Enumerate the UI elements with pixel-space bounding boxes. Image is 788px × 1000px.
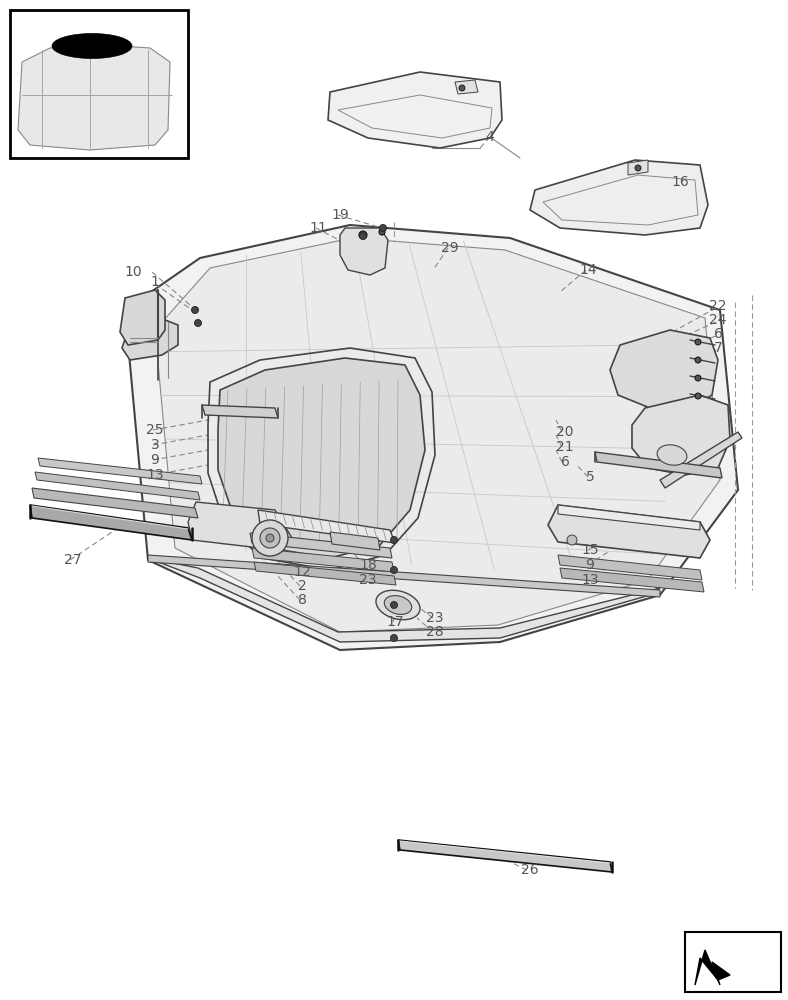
Polygon shape [632,395,730,475]
Circle shape [359,231,367,239]
Polygon shape [252,548,394,572]
Polygon shape [30,505,192,540]
Bar [685,932,781,992]
Polygon shape [148,555,660,597]
Text: 13: 13 [147,468,164,482]
Circle shape [266,534,274,542]
Ellipse shape [52,33,132,58]
Text: 16: 16 [671,175,689,189]
Circle shape [391,635,397,642]
Circle shape [359,232,366,239]
Polygon shape [595,452,722,478]
Circle shape [252,520,288,556]
Polygon shape [455,80,478,94]
Polygon shape [202,405,278,418]
Circle shape [391,566,397,574]
Polygon shape [558,505,700,530]
Polygon shape [328,72,502,148]
Circle shape [695,339,701,345]
Polygon shape [398,840,612,872]
Polygon shape [155,238,720,632]
Bar [10,10,188,158]
Text: 23: 23 [359,573,377,587]
Polygon shape [125,225,738,650]
Polygon shape [32,488,198,518]
Text: 18: 18 [359,558,377,572]
Circle shape [391,601,397,608]
Text: 11: 11 [309,221,327,235]
Text: 24: 24 [709,313,727,327]
Text: 6: 6 [560,455,570,469]
Polygon shape [188,502,292,552]
Text: 26: 26 [521,863,539,877]
Text: 10: 10 [125,265,142,279]
Text: 22: 22 [709,299,727,313]
Circle shape [195,320,202,326]
Text: 20: 20 [556,425,574,439]
Polygon shape [558,555,702,580]
Text: 9: 9 [151,453,159,467]
Text: 17: 17 [386,615,403,629]
Polygon shape [148,558,660,642]
Polygon shape [560,568,704,592]
Text: 23: 23 [426,611,444,625]
Polygon shape [628,160,648,175]
Text: 5: 5 [585,470,594,484]
Polygon shape [610,330,718,408]
Text: 1: 1 [151,275,159,289]
Text: 4: 4 [485,130,494,144]
Polygon shape [254,562,396,585]
Polygon shape [120,290,165,345]
Text: 14: 14 [579,263,597,277]
Circle shape [380,225,386,232]
Text: 9: 9 [585,558,594,572]
Circle shape [260,528,280,548]
Text: 12: 12 [293,565,310,579]
Text: 19: 19 [331,208,349,222]
Text: 21: 21 [556,440,574,454]
Circle shape [695,393,701,399]
Polygon shape [122,318,178,360]
Text: 28: 28 [426,625,444,639]
Circle shape [459,85,465,91]
Text: 13: 13 [582,573,599,587]
Ellipse shape [376,590,420,620]
Ellipse shape [385,596,411,614]
Circle shape [379,229,385,235]
Text: 2: 2 [298,579,307,593]
Polygon shape [258,510,395,543]
Circle shape [567,535,577,545]
Text: 8: 8 [298,593,307,607]
Polygon shape [218,358,425,558]
Circle shape [635,165,641,171]
Ellipse shape [657,445,687,465]
Polygon shape [548,505,710,558]
Polygon shape [330,532,380,550]
Text: 25: 25 [147,423,164,437]
Text: 7: 7 [714,341,723,355]
Text: 6: 6 [714,327,723,341]
Polygon shape [530,160,708,235]
Text: 15: 15 [582,543,599,557]
Circle shape [695,357,701,363]
Polygon shape [660,432,742,488]
Text: 29: 29 [441,241,459,255]
Polygon shape [340,228,388,275]
Circle shape [191,306,199,314]
Text: 3: 3 [151,438,159,452]
Polygon shape [695,950,730,985]
Circle shape [391,536,397,544]
Text: 27: 27 [65,553,82,567]
Polygon shape [18,44,170,150]
Circle shape [695,375,701,381]
Polygon shape [35,472,200,500]
Polygon shape [250,533,392,558]
Polygon shape [38,458,202,484]
